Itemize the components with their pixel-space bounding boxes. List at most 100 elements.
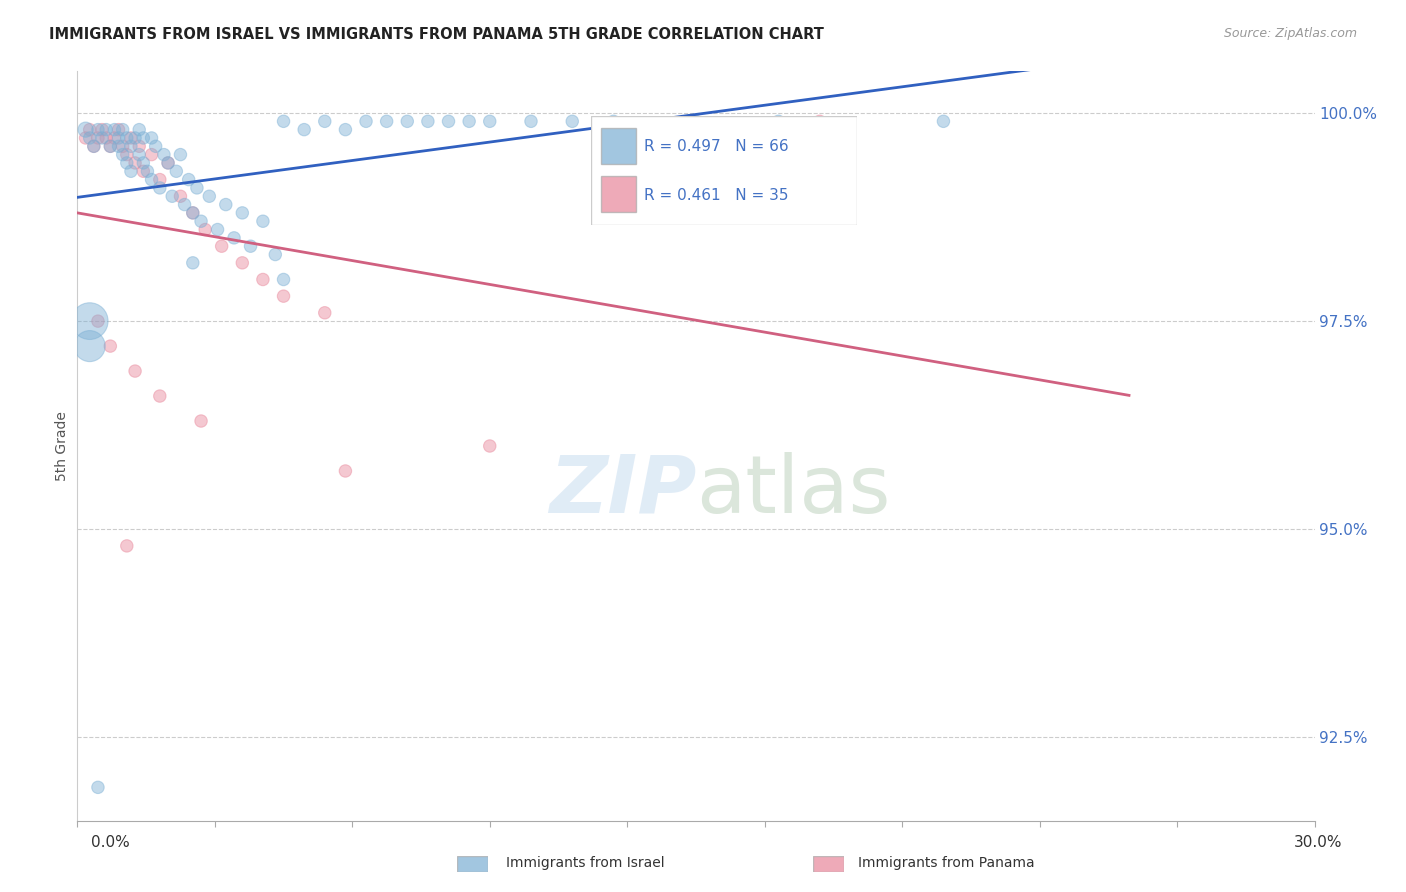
Point [685, 114, 707, 128]
Point [160, 189, 183, 203]
Point [273, 114, 295, 128]
Point [124, 156, 146, 170]
Point [128, 139, 150, 153]
Point [98, 139, 121, 153]
Point [478, 439, 501, 453]
Point [335, 464, 357, 478]
Point [149, 181, 172, 195]
Point [264, 247, 287, 261]
Point [96, 122, 118, 136]
Point [83, 139, 105, 153]
Point [87, 122, 110, 136]
Point [141, 131, 163, 145]
Point [375, 114, 398, 128]
Text: IMMIGRANTS FROM ISRAEL VS IMMIGRANTS FROM PANAMA 5TH GRADE CORRELATION CHART: IMMIGRANTS FROM ISRAEL VS IMMIGRANTS FRO… [49, 27, 824, 42]
Point [120, 131, 142, 145]
Point [115, 539, 138, 553]
Point [79, 122, 101, 136]
Point [239, 239, 262, 253]
Point [273, 272, 295, 286]
Point [75, 122, 97, 136]
Point [768, 114, 790, 128]
Point [520, 114, 543, 128]
Point [87, 780, 110, 795]
Text: 30.0%: 30.0% [1295, 836, 1343, 850]
Point [169, 147, 191, 161]
Point [181, 206, 204, 220]
Point [396, 114, 419, 128]
Point [87, 314, 110, 328]
Point [91, 122, 114, 136]
Point [115, 131, 138, 145]
Point [231, 206, 253, 220]
Point [416, 114, 439, 128]
Point [186, 181, 208, 195]
Point [120, 164, 142, 178]
Point [932, 114, 955, 128]
Point [111, 139, 134, 153]
Point [273, 289, 295, 303]
Point [149, 172, 172, 186]
Point [222, 231, 245, 245]
Point [602, 114, 624, 128]
Point [87, 131, 110, 145]
Point [120, 139, 142, 153]
Point [79, 314, 101, 328]
Point [292, 122, 315, 136]
Point [124, 364, 146, 378]
Point [132, 131, 155, 145]
Text: atlas: atlas [696, 452, 890, 530]
Point [149, 389, 172, 403]
Point [198, 189, 221, 203]
Point [458, 114, 481, 128]
Point [98, 339, 121, 353]
Point [190, 414, 212, 428]
Point [437, 114, 460, 128]
Point [136, 164, 159, 178]
Point [169, 189, 191, 203]
Point [79, 131, 101, 145]
Point [98, 139, 121, 153]
Point [115, 147, 138, 161]
Point [91, 131, 114, 145]
Text: 0.0%: 0.0% [91, 836, 131, 850]
Point [83, 139, 105, 153]
Point [157, 156, 180, 170]
Point [314, 114, 336, 128]
Point [252, 272, 274, 286]
Text: Immigrants from Israel: Immigrants from Israel [506, 856, 665, 871]
Point [335, 122, 357, 136]
Point [181, 206, 204, 220]
Text: Source: ZipAtlas.com: Source: ZipAtlas.com [1223, 27, 1357, 40]
Point [115, 156, 138, 170]
Point [354, 114, 377, 128]
Text: Immigrants from Panama: Immigrants from Panama [858, 856, 1035, 871]
Point [79, 339, 101, 353]
Point [132, 156, 155, 170]
Point [111, 122, 134, 136]
Point [107, 139, 129, 153]
Point [141, 172, 163, 186]
Point [808, 114, 831, 128]
Point [107, 122, 129, 136]
Point [215, 197, 238, 211]
Point [103, 122, 125, 136]
Point [96, 131, 118, 145]
Point [165, 164, 187, 178]
Text: ZIP: ZIP [548, 452, 696, 530]
Point [157, 156, 180, 170]
Point [207, 222, 229, 236]
Point [153, 147, 176, 161]
Point [141, 147, 163, 161]
Point [103, 131, 125, 145]
Point [211, 239, 233, 253]
Point [181, 256, 204, 270]
Point [145, 139, 167, 153]
Point [173, 197, 195, 211]
Point [478, 114, 501, 128]
Point [128, 147, 150, 161]
Y-axis label: 5th Grade: 5th Grade [55, 411, 69, 481]
Point [561, 114, 583, 128]
Point [190, 214, 212, 228]
Point [107, 131, 129, 145]
